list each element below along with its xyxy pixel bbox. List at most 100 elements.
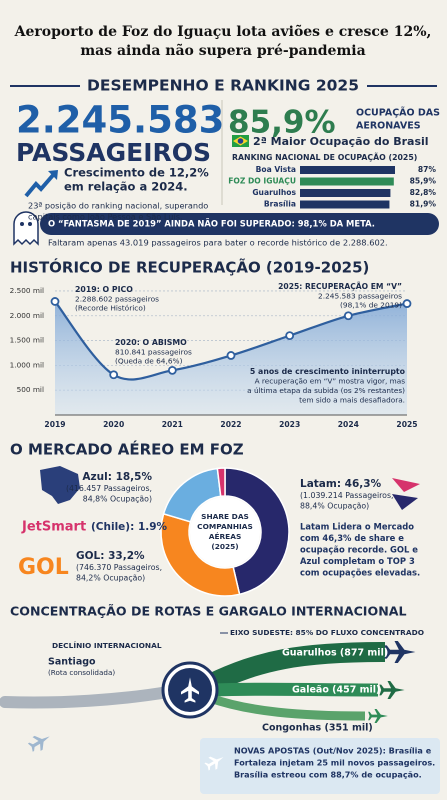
y-tick-label: 1.500 mil (10, 336, 44, 345)
annotation: 2.245.583 passageiros (318, 292, 402, 301)
point (285, 331, 295, 341)
y-tick-label: 2.500 mil (10, 286, 44, 295)
new-routes-text: NOVAS APOSTAS (Out/Nov 2025): Brasília e (234, 746, 432, 756)
ranking-value: 81,9% (410, 200, 437, 209)
x-tick-label: 2021 (162, 420, 183, 429)
ranking-note: 23ª posição do ranking nacional, superan… (28, 201, 208, 211)
plane-icon (384, 641, 416, 663)
ranking-name: FOZ DO IGUAÇU (228, 177, 296, 186)
ranking-bar (300, 189, 391, 197)
ranking-bar (300, 177, 394, 186)
ranking-value: 87% (418, 165, 437, 174)
jetsmart-label: (Chile): 1.9% (91, 521, 168, 533)
brazil-map-icon (40, 466, 80, 504)
destination-label: Guarulhos (877 mil) (282, 648, 388, 659)
azul-detail: 84,8% Ocupação) (83, 495, 152, 504)
new-routes-box (200, 738, 440, 794)
azul-label: Azul: 18,5% (82, 471, 152, 483)
ranking-title: RANKING NACIONAL DE OCUPAÇÃO (2025) (232, 153, 417, 162)
y-tick-label: 500 mil (17, 385, 44, 394)
ranking-name: Guarulhos (252, 188, 296, 197)
jetsmart-logo: JetSmart (21, 520, 86, 535)
growth-arrow (24, 172, 56, 198)
national-rank: 2ª Maior Ocupação do Brasil (253, 135, 429, 148)
annotation-title: 2020: O ABISMO (115, 338, 187, 347)
hub-plane (180, 677, 200, 703)
ranking-name: Boa Vista (256, 165, 296, 174)
title-line: Aeroporto de Foz do Iguaçu lota aviões e… (14, 23, 432, 40)
plane-icon (27, 735, 50, 752)
annotation: 810.841 passageiros (115, 348, 192, 357)
x-tick-label: 2020 (103, 420, 124, 429)
ghost-eye (28, 222, 32, 226)
latam-logo (392, 494, 418, 510)
ranking-name: Brasília (264, 200, 296, 209)
ghost-icon (13, 211, 39, 246)
section-heading: O MERCADO AÉREO EM FOZ (10, 440, 244, 459)
annotation: tem sido a mais desafiadora. (299, 396, 405, 405)
x-tick-label: 2024 (338, 420, 359, 429)
annotation-title: 2025: RECUPERAÇÃO EM “V” (278, 282, 402, 291)
arrow-head (48, 170, 58, 180)
point (109, 370, 119, 380)
new-routes-text: Fortaleza injetam 25 mil novos passageir… (234, 758, 435, 768)
section-heading: HISTÓRICO DE RECUPERAÇÃO (2019-2025) (10, 258, 369, 277)
latam-detail: (1.039.214 Passageiros, (300, 491, 394, 500)
gol-label: GOL: 33,2% (76, 550, 145, 562)
gol-logo: GOL (18, 555, 69, 580)
x-tick-label: 2019 (44, 420, 65, 429)
passenger-total: 2.245.583 (16, 99, 224, 142)
international-route: Santiago (48, 657, 96, 668)
point (167, 365, 177, 375)
ranking-bar (300, 200, 390, 209)
guarulhos-route (205, 642, 386, 694)
ranking-bar (300, 166, 395, 174)
donut-center-label: AÉREAS (209, 532, 242, 541)
y-tick-label: 1.000 mil (10, 360, 44, 369)
santiago-route (0, 686, 174, 709)
gol-detail: (746.370 Passageiros, (76, 563, 162, 572)
section-heading: DESEMPENHO E RANKING 2025 (87, 77, 359, 95)
donut-center-label: (2025) (211, 542, 238, 551)
destination-label: Galeão (457 mil) (292, 685, 380, 696)
latam-label: Latam: 46,3% (300, 478, 382, 490)
annotation: (98,1% de 2019) (340, 301, 402, 310)
latam-logo (392, 478, 420, 492)
annotation: (Queda de 64,6%) (115, 357, 183, 366)
congonhas-route (208, 693, 366, 721)
market-summary: ocupação recorde. GOL e (300, 545, 418, 555)
ghost-headline: O “FANTASMA DE 2019” AINDA NÃO FOI SUPER… (48, 219, 375, 229)
annotation: 2.288.602 passageiros (75, 295, 159, 304)
title-line: mas ainda não supera pré-pandemia (80, 42, 365, 59)
destination-label: Congonhas (351 mil) (262, 723, 373, 734)
annotation-title: 2019: O PICO (75, 285, 133, 294)
passenger-label: PASSAGEIROS (16, 138, 211, 167)
point (50, 297, 60, 306)
international-label: DECLÍNIO INTERNACIONAL (52, 641, 162, 650)
occupancy-label: AERONAVES (356, 121, 421, 132)
point (402, 299, 412, 308)
ghost-eye (20, 222, 24, 226)
gol-detail: 84,2% Ocupação) (76, 574, 145, 583)
annotation: A recuperação em “V” mostra vigor, mas (255, 377, 406, 386)
donut-slice (216, 467, 226, 498)
donut-center-label: COMPANHIAS (197, 522, 253, 531)
y-tick-label: 2.000 mil (10, 311, 44, 320)
ranking-value: 85,9% (410, 177, 437, 186)
plane-icon (379, 681, 405, 699)
plane-icon (204, 756, 224, 771)
new-routes-text: Brasília estreou com 88,7% de ocupação. (234, 770, 422, 780)
latam-detail: 88,4% Ocupação) (300, 502, 369, 511)
ranking-value: 82,8% (410, 188, 437, 197)
plane-icon (368, 709, 388, 723)
annotation: a última etapa da subida (os 2% restante… (247, 386, 405, 395)
ghost-detail: Faltaram apenas 43.019 passageiros para … (48, 238, 388, 248)
market-summary: Azul completam o TOP 3 (300, 556, 415, 566)
ghost-banner (40, 213, 439, 235)
donut-slice (160, 512, 241, 597)
x-tick-label: 2025 (396, 420, 417, 429)
point (226, 351, 236, 360)
donut-hole (190, 497, 260, 567)
growth-text: em relação a 2024. (64, 180, 188, 194)
